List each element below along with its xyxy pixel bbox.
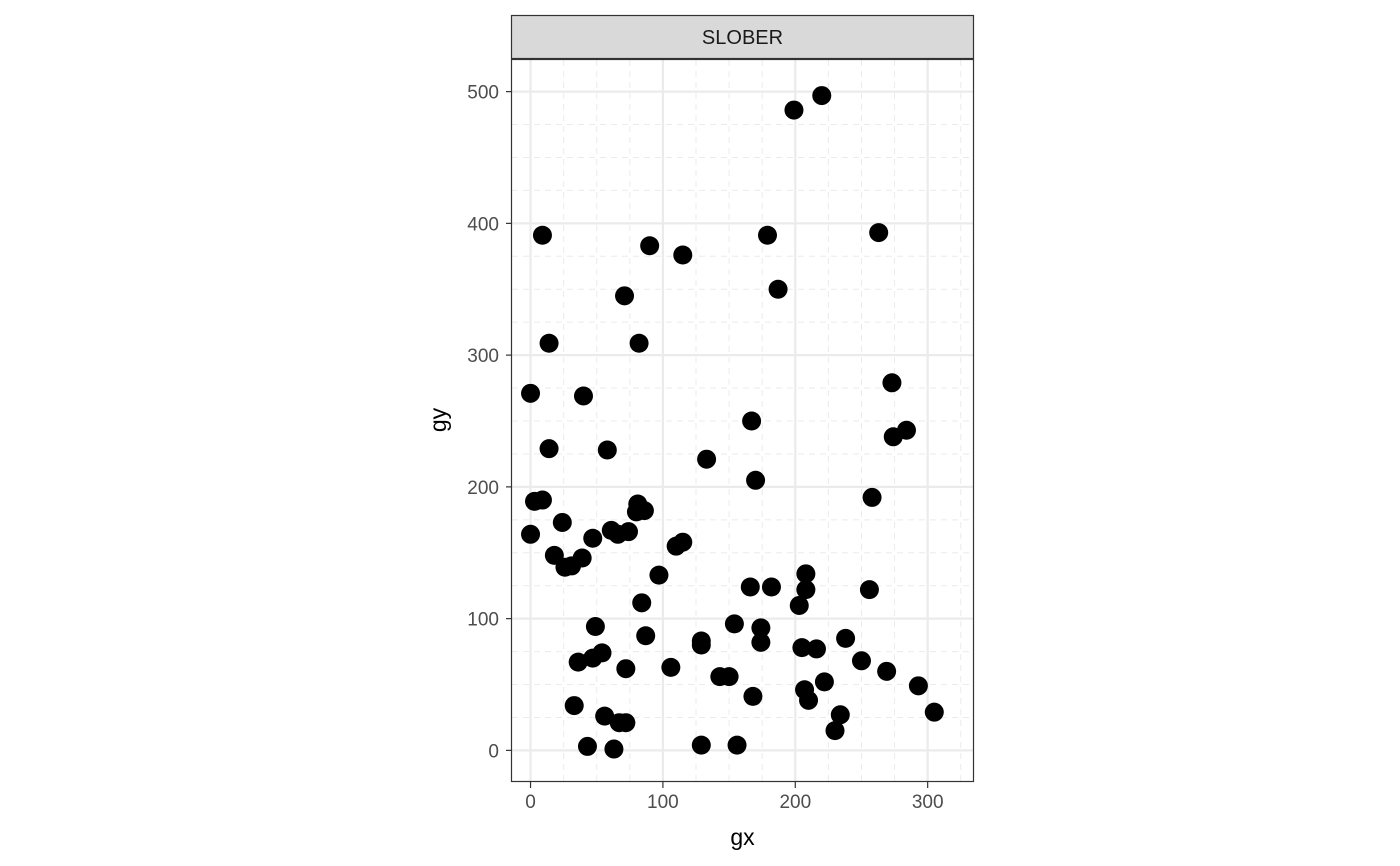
data-point	[908, 676, 928, 696]
x-tick-label: 0	[525, 792, 536, 813]
data-point	[539, 439, 559, 459]
data-point	[784, 100, 804, 120]
y-tick-label: 500	[467, 83, 499, 104]
data-point	[562, 556, 582, 576]
data-point	[532, 225, 552, 245]
panel-border	[510, 58, 975, 783]
y-tick-label: 0	[488, 741, 499, 762]
data-point	[597, 440, 617, 460]
x-axis-title: gx	[730, 824, 755, 850]
data-point	[727, 735, 747, 755]
data-point	[877, 661, 897, 681]
data-point	[583, 528, 603, 548]
data-point	[532, 490, 552, 510]
data-point	[539, 333, 559, 353]
data-point	[862, 487, 882, 507]
data-point	[751, 618, 771, 638]
major-gridlines	[512, 60, 974, 782]
data-point	[604, 739, 624, 759]
data-point	[552, 512, 572, 532]
data-point	[859, 580, 879, 600]
data-point	[796, 564, 816, 584]
data-point	[789, 595, 809, 615]
minor-gridlines	[512, 60, 974, 782]
data-point	[564, 696, 584, 716]
y-axis-title: gy	[425, 407, 451, 432]
data-point	[636, 626, 656, 646]
data-point	[673, 532, 693, 552]
data-point	[616, 713, 636, 733]
data-point	[924, 702, 944, 722]
data-point	[768, 279, 788, 299]
x-tick-label: 100	[647, 792, 679, 813]
data-point	[697, 449, 717, 469]
data-point	[673, 245, 693, 265]
data-point	[830, 705, 850, 725]
data-point	[615, 286, 635, 306]
data-point	[618, 522, 638, 542]
y-tick-label: 400	[467, 214, 499, 235]
data-point	[825, 721, 845, 741]
y-tick-label: 300	[467, 346, 499, 367]
facet-label: SLOBER	[702, 27, 783, 49]
data-point	[882, 373, 902, 393]
data-point	[812, 86, 832, 106]
y-axis: 0 100 200 300 400 500	[467, 83, 512, 762]
data-point	[814, 672, 834, 692]
data-point	[740, 577, 760, 597]
x-tick-label: 200	[779, 792, 811, 813]
data-point	[585, 617, 605, 637]
data-point	[851, 651, 871, 671]
data-point	[577, 736, 597, 756]
data-point	[649, 565, 669, 585]
data-point	[583, 648, 603, 668]
data-point	[691, 735, 711, 755]
data-point	[661, 657, 681, 677]
data-point	[616, 659, 636, 679]
data-point	[521, 383, 541, 403]
data-point	[757, 225, 777, 245]
data-point	[719, 667, 739, 687]
data-point	[761, 577, 781, 597]
data-point	[743, 686, 763, 706]
x-axis: 0 100 200 300	[525, 782, 944, 813]
data-point	[746, 470, 766, 490]
y-tick-label: 100	[467, 610, 499, 631]
data-point	[792, 638, 812, 658]
data-point	[751, 632, 771, 652]
data-point	[568, 652, 588, 672]
data-point	[634, 501, 654, 521]
data-point	[742, 411, 762, 431]
y-tick-label: 200	[467, 478, 499, 499]
data-point	[806, 639, 826, 659]
data-point	[836, 628, 856, 648]
data-points	[521, 86, 944, 759]
data-point	[629, 333, 649, 353]
data-point	[724, 614, 744, 634]
data-point	[799, 690, 819, 710]
strip-background	[510, 14, 975, 60]
data-point	[896, 420, 916, 440]
data-point	[869, 223, 889, 243]
data-point	[632, 593, 652, 613]
data-point	[595, 706, 615, 726]
data-point	[521, 524, 541, 544]
data-point	[796, 580, 816, 600]
data-point	[573, 386, 593, 406]
data-point	[640, 236, 660, 256]
data-point	[691, 635, 711, 655]
x-tick-label: 300	[912, 792, 944, 813]
